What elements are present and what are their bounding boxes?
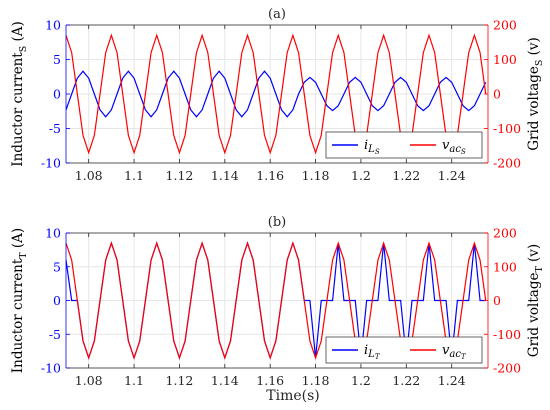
y-left-tick-label: 0 (53, 293, 61, 308)
y-right-tick-label: -100 (493, 121, 521, 136)
y-left-tick-label: -10 (41, 156, 61, 171)
y-left-tick-label: 10 (45, 18, 61, 33)
y-right-axis-label: Grid voltageT (v) (526, 244, 545, 357)
panel-title: (b) (268, 215, 286, 230)
chart-panel-1: 1.08 1.1 1.12 1.14 1.16 1.18 1.2 1.22 1.24 -10 -5 0… (10, 7, 545, 183)
panel-title: (a) (268, 7, 286, 22)
x-tick-label: 1.08 (75, 168, 103, 183)
y-right-tick-label: 0 (493, 87, 501, 102)
y-left-tick-label: -5 (49, 327, 61, 342)
y-right-tick-label: -200 (493, 156, 521, 171)
legend-label: vacS (442, 138, 466, 156)
chart-panel-2: 1.08 1.1 1.12 1.14 1.16 1.18 1.2 1.22 1.24 -10 -5 0… (10, 215, 545, 388)
x-tick-label: 1.08 (75, 373, 103, 388)
y-left-tick-label: 5 (53, 52, 61, 67)
x-tick-label: 1.1 (124, 373, 144, 388)
x-tick-label: 1.14 (211, 373, 239, 388)
y-right-tick-label: -100 (493, 327, 521, 342)
x-tick-label: 1.16 (256, 168, 284, 183)
y-left-tick-label: 0 (53, 87, 61, 102)
y-left-tick-label: 10 (45, 226, 61, 241)
y-left-axis-label: Inductor currentS (A) (10, 21, 29, 167)
x-tick-label: 1.24 (438, 373, 466, 388)
x-tick-label: 1.2 (351, 373, 371, 388)
y-left-tick-label: 5 (53, 259, 61, 274)
x-tick-label: 1.24 (438, 168, 466, 183)
y-right-axis-label: Grid voltageS (v) (526, 37, 545, 151)
x-tick-label: 1.22 (392, 373, 420, 388)
series-line-left (66, 70, 487, 118)
y-right-tick-label: -200 (493, 361, 521, 376)
series-line-right (66, 33, 487, 155)
y-left-tick-label: -10 (41, 361, 61, 376)
y-left-tick-label: -5 (49, 121, 61, 136)
x-tick-label: 1.1 (124, 168, 144, 183)
legend-label: vacT (442, 343, 467, 361)
y-right-tick-label: 0 (493, 293, 501, 308)
y-left-axis-label: Inductor currentT (A) (10, 228, 29, 373)
legend-label: iLS (364, 138, 380, 156)
y-right-tick-label: 100 (493, 52, 517, 67)
legend: iLS vacS (325, 131, 483, 159)
y-right-tick-label: 200 (493, 18, 517, 33)
y-right-tick-label: 100 (493, 259, 517, 274)
legend-label: iLT (364, 343, 381, 361)
x-tick-label: 1.18 (302, 168, 330, 183)
x-tick-label: 1.18 (302, 373, 330, 388)
legend: iLT vacT (325, 336, 483, 364)
x-axis-label: Time(s) (266, 388, 319, 404)
x-tick-label: 1.12 (166, 168, 194, 183)
y-right-tick-label: 200 (493, 226, 517, 241)
series-line-right (66, 241, 487, 360)
x-tick-label: 1.14 (211, 168, 239, 183)
x-tick-label: 1.2 (351, 168, 371, 183)
x-tick-label: 1.12 (166, 373, 194, 388)
x-tick-label: 1.16 (256, 373, 284, 388)
x-tick-label: 1.22 (392, 168, 420, 183)
